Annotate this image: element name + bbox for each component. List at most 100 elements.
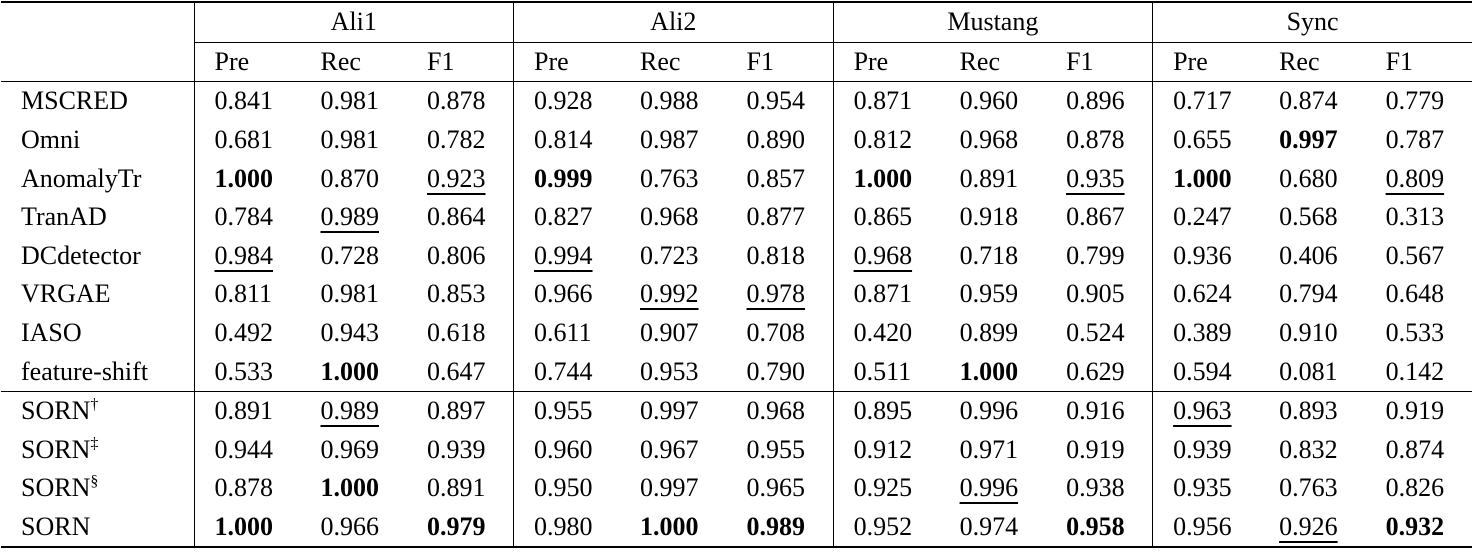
sub-header: Rec bbox=[620, 42, 727, 83]
value-cell: 0.996 bbox=[940, 391, 1047, 430]
value: 0.939 bbox=[1173, 434, 1232, 464]
group-header-row: Ali1 Ali2 Mustang Sync bbox=[1, 0, 1473, 43]
value: 0.648 bbox=[1385, 279, 1445, 309]
value-cell: 1.000 bbox=[832, 159, 940, 198]
group-header: Ali1 bbox=[193, 0, 514, 43]
table-row: TranAD 0.784 0.989 0.864 0.827 0.968 0.877 0.86… bbox=[1, 197, 1472, 237]
value: 0.790 bbox=[746, 356, 806, 386]
row-label: TranAD bbox=[1, 198, 194, 237]
value: 0.594 bbox=[1173, 356, 1232, 386]
value: 0.955 bbox=[534, 396, 593, 426]
value: 0.938 bbox=[1066, 473, 1125, 503]
row-label: DCdetector bbox=[1, 237, 194, 276]
value-cell: 0.787 bbox=[1366, 121, 1473, 160]
value: 0.987 bbox=[640, 125, 699, 155]
value-cell: 0.247 bbox=[1152, 197, 1260, 237]
value-cell: 0.907 bbox=[620, 314, 727, 353]
row-label: SORN bbox=[1, 507, 194, 549]
value: 0.997 bbox=[640, 396, 699, 426]
value-cell: 0.790 bbox=[726, 352, 834, 392]
value: 0.923 bbox=[427, 163, 486, 193]
method-mark: † bbox=[90, 396, 99, 414]
value-cell: 0.708 bbox=[727, 314, 834, 353]
row-label: Omni bbox=[1, 121, 194, 160]
value-cell: 0.784 bbox=[193, 197, 301, 237]
value-cell: 1.000 bbox=[301, 469, 408, 508]
value-cell: 0.809 bbox=[1366, 159, 1473, 198]
value-cell: 1.000 bbox=[1152, 159, 1260, 198]
value: 0.960 bbox=[959, 86, 1019, 116]
value-cell: 0.918 bbox=[940, 198, 1047, 237]
corner-cell bbox=[1, 0, 194, 43]
table-row: SORN† 0.891 0.989 0.897 0.955 0.997 0.968 0.895… bbox=[1, 391, 1472, 431]
row-label: VRGAE bbox=[1, 275, 194, 314]
value-cell: 0.655 bbox=[1152, 120, 1260, 160]
row-label: SORN‡ bbox=[1, 431, 194, 470]
row-label: AnomalyTr bbox=[1, 159, 194, 198]
value-cell: 0.389 bbox=[1152, 313, 1260, 353]
value-cell: 0.963 bbox=[1152, 391, 1260, 431]
value-cell: 0.971 bbox=[940, 431, 1047, 470]
value: 0.916 bbox=[1066, 396, 1125, 426]
value: 0.878 bbox=[214, 473, 274, 503]
value-cell: 0.878 bbox=[193, 469, 301, 508]
value: 0.779 bbox=[1385, 86, 1445, 116]
value-cell: 0.533 bbox=[1366, 314, 1473, 353]
value-cell: 0.871 bbox=[832, 81, 940, 121]
value-cell: 0.618 bbox=[407, 314, 514, 353]
value: 0.952 bbox=[853, 512, 913, 542]
value: 0.981 bbox=[320, 279, 380, 309]
value: 0.891 bbox=[214, 396, 274, 426]
value: 0.971 bbox=[959, 434, 1019, 464]
value: 0.926 bbox=[1279, 512, 1338, 542]
value: 0.818 bbox=[746, 240, 806, 270]
value: 1.000 bbox=[1173, 163, 1232, 193]
value-cell: 0.988 bbox=[620, 82, 727, 121]
sub-header: Rec bbox=[939, 42, 1047, 83]
value-cell: 0.718 bbox=[940, 237, 1047, 276]
method-mark: ‡ bbox=[90, 434, 99, 452]
value-cell: 0.492 bbox=[193, 313, 301, 353]
value: 0.963 bbox=[1173, 396, 1232, 426]
method-name: Omni bbox=[21, 125, 81, 155]
value: 0.968 bbox=[746, 396, 806, 426]
value-cell: 0.874 bbox=[1259, 82, 1366, 121]
value: 0.680 bbox=[1279, 163, 1338, 193]
value-cell: 0.611 bbox=[513, 313, 621, 353]
value-cell: 1.000 bbox=[193, 159, 301, 198]
value: 0.999 bbox=[534, 163, 593, 193]
value-cell: 0.981 bbox=[301, 275, 408, 314]
value: 0.974 bbox=[959, 512, 1019, 542]
value-cell: 1.000 bbox=[620, 507, 727, 549]
value: 0.956 bbox=[1173, 512, 1232, 542]
value: 0.647 bbox=[427, 356, 486, 386]
value-cell: 0.812 bbox=[832, 120, 940, 160]
value-cell: 0.891 bbox=[407, 469, 514, 508]
value: 0.708 bbox=[746, 318, 806, 348]
value: 0.533 bbox=[1385, 318, 1445, 348]
value-cell: 0.893 bbox=[1259, 391, 1366, 430]
value-cell: 0.968 bbox=[727, 391, 834, 430]
value-cell: 0.997 bbox=[1259, 121, 1366, 160]
value-cell: 0.681 bbox=[193, 120, 301, 160]
sub-header: F1 bbox=[726, 42, 834, 83]
value: 0.912 bbox=[853, 434, 913, 464]
value-cell: 0.865 bbox=[832, 197, 940, 237]
value-cell: 0.857 bbox=[727, 159, 834, 198]
value: 0.511 bbox=[853, 356, 912, 386]
value-cell: 0.944 bbox=[193, 430, 301, 470]
value-cell: 0.965 bbox=[727, 469, 834, 508]
value-cell: 0.981 bbox=[301, 82, 408, 121]
value-cell: 0.935 bbox=[1152, 469, 1260, 508]
value-cell: 0.867 bbox=[1046, 198, 1153, 237]
value-cell: 0.779 bbox=[1366, 82, 1473, 121]
value: 1.000 bbox=[320, 356, 380, 386]
value: 0.960 bbox=[534, 434, 593, 464]
value: 0.806 bbox=[427, 240, 486, 270]
sub-header: F1 bbox=[1046, 42, 1153, 83]
value-cell: 0.923 bbox=[407, 159, 514, 198]
value-cell: 0.943 bbox=[301, 314, 408, 353]
value-cell: 0.594 bbox=[1152, 352, 1260, 392]
value-cell: 0.939 bbox=[1152, 430, 1260, 470]
